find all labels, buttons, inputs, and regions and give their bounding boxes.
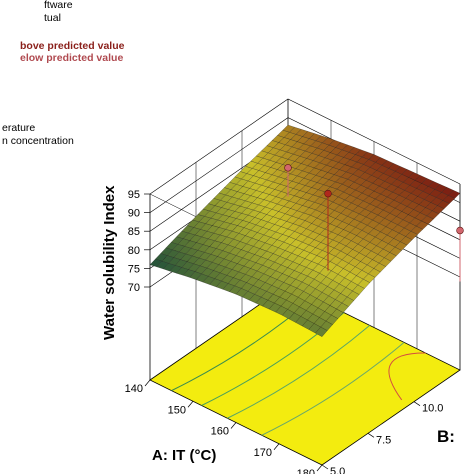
floor-contour-line [388, 352, 426, 401]
legend-factor-b: n concentration [2, 135, 74, 147]
y-tick-label: 5.0 [330, 466, 345, 474]
design-point-below [456, 226, 464, 235]
x-tick-label: 160 [211, 426, 229, 438]
design-point-above [324, 189, 332, 198]
legend-actual-line: tual [44, 12, 61, 24]
design-points [284, 164, 464, 282]
x-axis-ticks: 140 150 160 170 180 [125, 379, 323, 474]
y-axis-ticks: 5.0 7.5 10.0 [321, 401, 443, 474]
z-tick-label: 80 [128, 245, 140, 257]
z-tick-label: 75 [128, 263, 140, 275]
x-tick-label: 150 [168, 404, 186, 416]
floor-contour-line [261, 341, 405, 436]
z-axis-ticks: 70 75 80 85 90 95 [128, 189, 150, 294]
z-tick-label: 95 [128, 189, 140, 201]
z-tick-label: 90 [128, 208, 140, 220]
legend-below-predicted: elow predicted value [20, 52, 123, 64]
design-point-below [284, 164, 292, 172]
x-tick-label: 140 [125, 383, 143, 395]
x-tick-mark [273, 443, 280, 450]
surface-cell [315, 326, 328, 337]
legend-software-line: ftware [44, 0, 73, 11]
z-tick-label: 85 [128, 226, 140, 238]
y-tick-mark [413, 401, 421, 406]
x-tick-mark [316, 464, 323, 472]
y-tick-label: 10.0 [422, 403, 443, 415]
floor-contour-line [227, 324, 371, 419]
y-tick-label: 7.5 [376, 434, 391, 446]
y-tick-mark [321, 464, 329, 470]
y-axis-title: B: [437, 427, 455, 446]
z-axis-title: Water solubility Index [101, 185, 118, 340]
y-tick-mark [367, 433, 375, 438]
x-tick-mark [230, 422, 237, 429]
x-tick-label: 170 [254, 447, 272, 459]
legend-above-predicted: bove predicted value [20, 40, 125, 52]
x-tick-label: 180 [297, 468, 315, 474]
x-axis-title: A: IT (°C) [152, 447, 216, 464]
x-tick-mark [187, 401, 194, 408]
response-surface [149, 124, 461, 337]
legend: ftware tual bove predicted value elow pr… [2, 0, 125, 147]
z-tick-label: 70 [128, 282, 140, 294]
legend-factor-a: erature [2, 122, 35, 134]
x-tick-mark [144, 379, 151, 387]
floor-plane [149, 284, 461, 466]
